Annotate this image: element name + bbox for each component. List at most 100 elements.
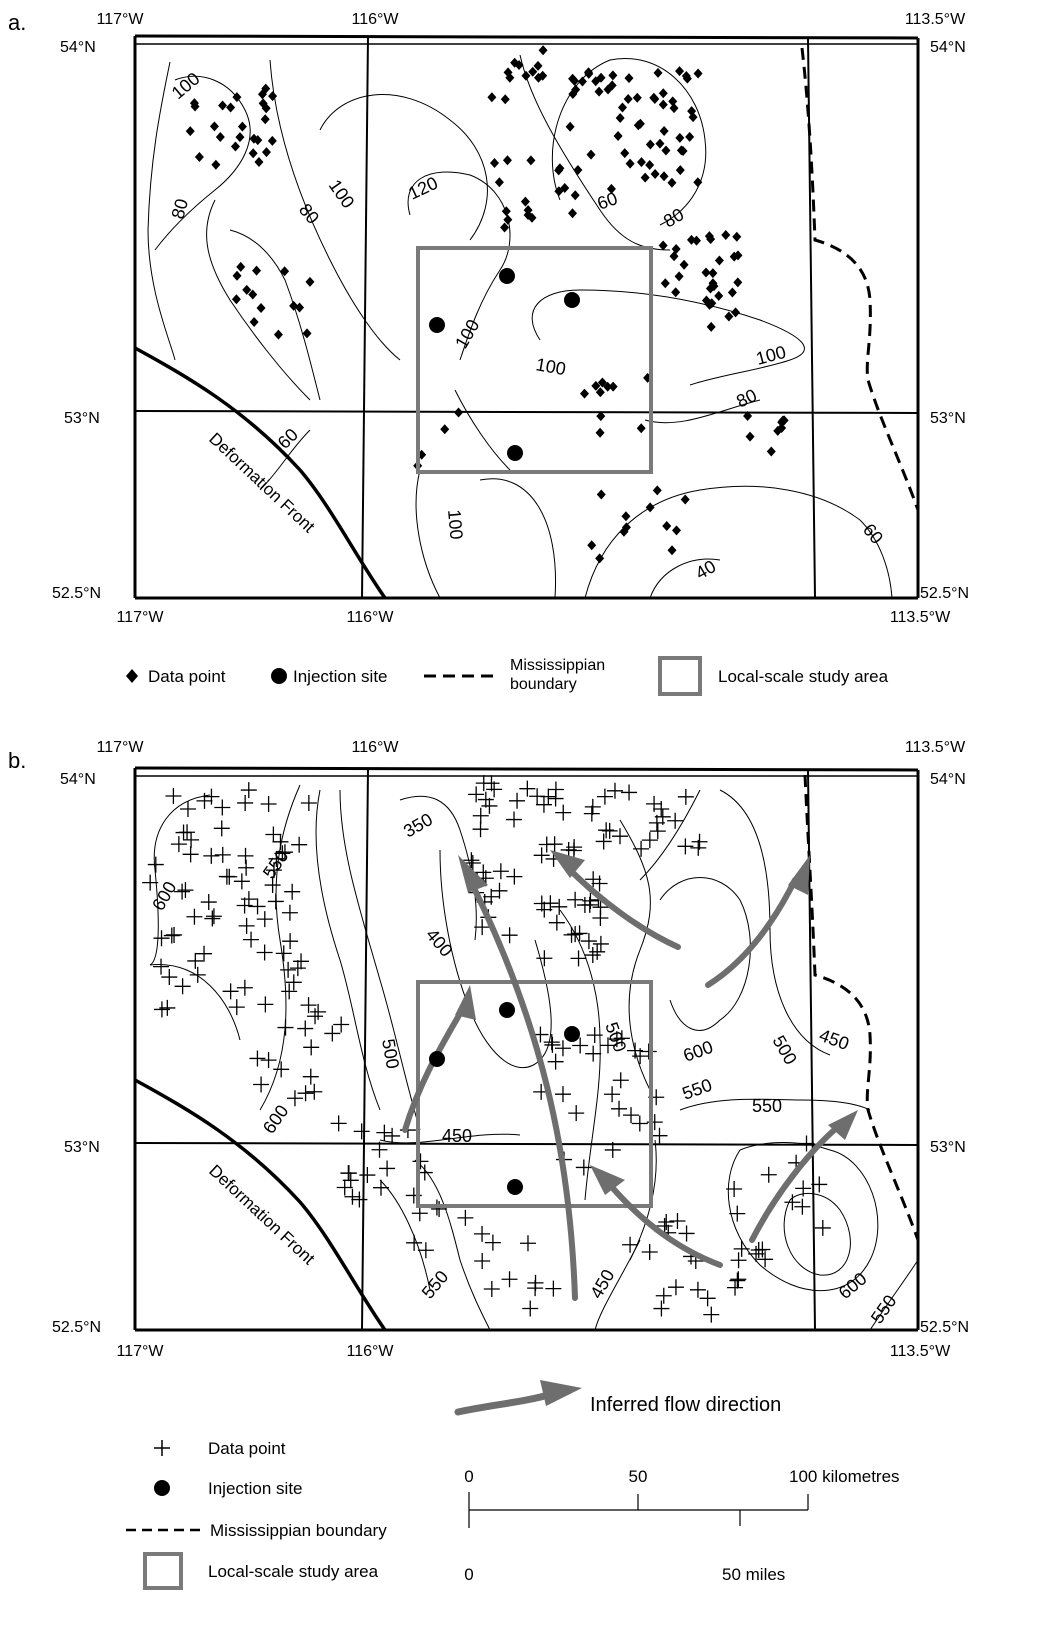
data-point-diamond bbox=[595, 427, 605, 438]
data-point-diamond bbox=[500, 94, 510, 105]
meridian-116 bbox=[361, 35, 369, 599]
data-point-diamond bbox=[645, 160, 655, 171]
data-point-diamond bbox=[594, 86, 604, 97]
data-point-diamond bbox=[625, 158, 635, 169]
flow-legend-arrow-icon bbox=[454, 1390, 556, 1416]
data-point-cross bbox=[342, 1172, 359, 1189]
data-point-diamond bbox=[249, 133, 259, 144]
data-point-cross bbox=[598, 822, 615, 839]
panel-b-label: b. bbox=[8, 748, 26, 773]
contour-label-b8: 500 bbox=[769, 1032, 801, 1068]
data-point-cross bbox=[612, 828, 629, 845]
data-point-cross bbox=[179, 800, 196, 817]
data-point-cross bbox=[336, 1179, 353, 1196]
data-point-cross bbox=[286, 1090, 303, 1107]
data-point-cross bbox=[344, 1188, 361, 1205]
data-point-diamond bbox=[645, 139, 655, 150]
data-point-cross bbox=[575, 1159, 592, 1176]
data-point-cross bbox=[567, 926, 584, 943]
data-point-cross bbox=[376, 1124, 393, 1141]
data-point-cross bbox=[492, 863, 509, 880]
arrowhead-icon bbox=[828, 1110, 858, 1140]
contour-labels-b: 600 550 350 400 500 500 600 500 450 550 … bbox=[148, 809, 900, 1327]
data-point-cross bbox=[667, 812, 684, 829]
legend-a-local-scale: Local-scale study area bbox=[718, 667, 889, 686]
data-point-diamond bbox=[273, 329, 283, 340]
data-point-diamond bbox=[555, 163, 565, 174]
data-point-cross bbox=[596, 788, 613, 805]
data-point-diamond bbox=[675, 165, 685, 176]
data-point-cross bbox=[222, 983, 239, 1000]
data-point-diamond bbox=[489, 157, 499, 168]
data-point-diamond bbox=[185, 126, 195, 137]
data-point-cross bbox=[547, 781, 564, 798]
data-point-diamond bbox=[280, 266, 290, 277]
data-point-cross bbox=[204, 910, 221, 927]
lon-117-bottom-b: 117°W bbox=[116, 1343, 164, 1360]
data-point-cross bbox=[691, 833, 708, 850]
data-point-diamond bbox=[568, 73, 578, 84]
data-point-cross bbox=[237, 794, 254, 811]
data-point-cross bbox=[142, 874, 159, 891]
lat-53-left-b: 53°N bbox=[64, 1139, 100, 1156]
data-point-diamond bbox=[302, 328, 312, 339]
data-point-diamond bbox=[568, 208, 578, 219]
contour-label-a9: 100 bbox=[534, 354, 567, 379]
injection-site bbox=[429, 317, 445, 333]
contour-label-a13: 100 bbox=[444, 509, 467, 541]
data-point-diamond bbox=[777, 423, 787, 434]
inferred-flow-arrows bbox=[402, 865, 843, 1301]
data-point-cross bbox=[571, 925, 588, 942]
data-point-diamond bbox=[655, 138, 665, 149]
data-point-diamond bbox=[671, 287, 681, 298]
data-point-cross bbox=[457, 1209, 474, 1226]
data-point-cross bbox=[551, 898, 568, 915]
data-point-cross bbox=[371, 1141, 388, 1158]
data-point-cross bbox=[417, 1242, 434, 1259]
data-point-cross bbox=[214, 799, 231, 816]
data-point-cross bbox=[474, 919, 491, 936]
local-scale-study-area-a bbox=[416, 246, 653, 474]
legend-a-mississippian: Mississippian boundary bbox=[510, 657, 605, 693]
lon-116-top: 116°W bbox=[351, 11, 399, 28]
data-point-diamond bbox=[295, 302, 305, 313]
data-point-cross bbox=[200, 894, 217, 911]
data-point-cross bbox=[599, 1037, 616, 1054]
data-point-cross bbox=[483, 1281, 500, 1298]
data-point-cross bbox=[277, 1019, 294, 1036]
data-point-cross bbox=[236, 979, 253, 996]
data-point-diamond bbox=[586, 149, 596, 160]
data-points-b bbox=[142, 775, 831, 1323]
data-point-diamond bbox=[257, 89, 267, 100]
data-point-cross bbox=[506, 868, 523, 885]
data-point-diamond bbox=[667, 545, 677, 556]
data-point-diamond bbox=[623, 93, 633, 104]
data-point-diamond bbox=[231, 294, 241, 305]
data-point-diamond bbox=[743, 411, 753, 422]
data-point-cross bbox=[203, 788, 220, 805]
data-point-diamond bbox=[570, 190, 580, 201]
flow-arrow bbox=[749, 1122, 843, 1243]
arrowhead-icon bbox=[458, 855, 488, 893]
data-point-cross bbox=[273, 1061, 290, 1078]
data-point-diamond bbox=[248, 289, 258, 300]
data-point-cross bbox=[214, 846, 231, 863]
data-point-cross bbox=[183, 831, 200, 848]
flow-arrow bbox=[607, 1182, 723, 1268]
data-point-cross bbox=[330, 1115, 347, 1132]
data-point-diamond bbox=[675, 66, 685, 77]
data-point-cross bbox=[501, 1271, 518, 1288]
data-point-diamond bbox=[528, 66, 538, 77]
data-point-cross bbox=[153, 930, 170, 947]
legend-b-data-point: Data point bbox=[208, 1439, 286, 1458]
contour-label-a2: 80 bbox=[168, 197, 193, 222]
data-point-diamond bbox=[706, 321, 716, 332]
data-point-diamond bbox=[608, 70, 618, 81]
data-point-diamond bbox=[650, 93, 660, 104]
data-point-cross bbox=[240, 891, 257, 908]
data-point-cross bbox=[205, 908, 222, 925]
arrowhead-icon bbox=[550, 850, 585, 878]
data-point-cross bbox=[257, 996, 274, 1013]
data-point-cross bbox=[506, 811, 523, 828]
